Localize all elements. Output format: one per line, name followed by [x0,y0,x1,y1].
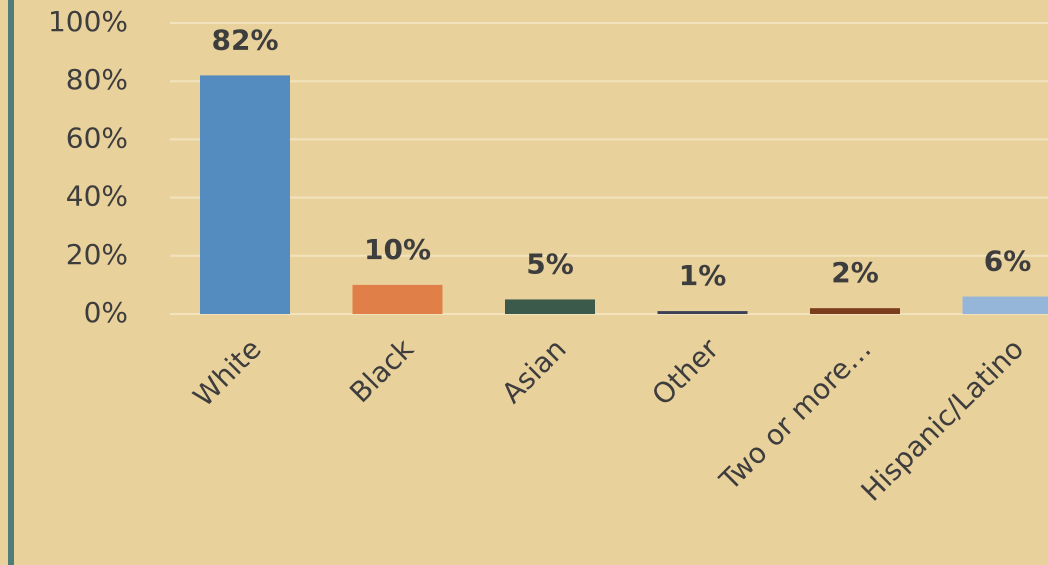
y-tick-label: 60% [66,121,128,154]
bar [657,311,748,314]
y-tick-label: 40% [66,180,128,213]
bar [810,308,900,314]
y-tick-label: 0% [84,296,128,329]
bar [200,75,290,314]
bar [505,299,595,314]
value-label: 2% [831,256,879,289]
value-label: 6% [984,245,1032,278]
value-label: 82% [211,23,278,56]
value-label: 10% [364,233,431,266]
bar [352,284,443,314]
left-border [8,0,14,565]
value-label: 5% [526,247,574,280]
value-label: 1% [679,259,727,292]
y-tick-label: 80% [66,63,128,96]
y-tick-label: 20% [66,238,128,271]
bar [962,296,1048,314]
y-tick-label: 100% [48,5,128,38]
